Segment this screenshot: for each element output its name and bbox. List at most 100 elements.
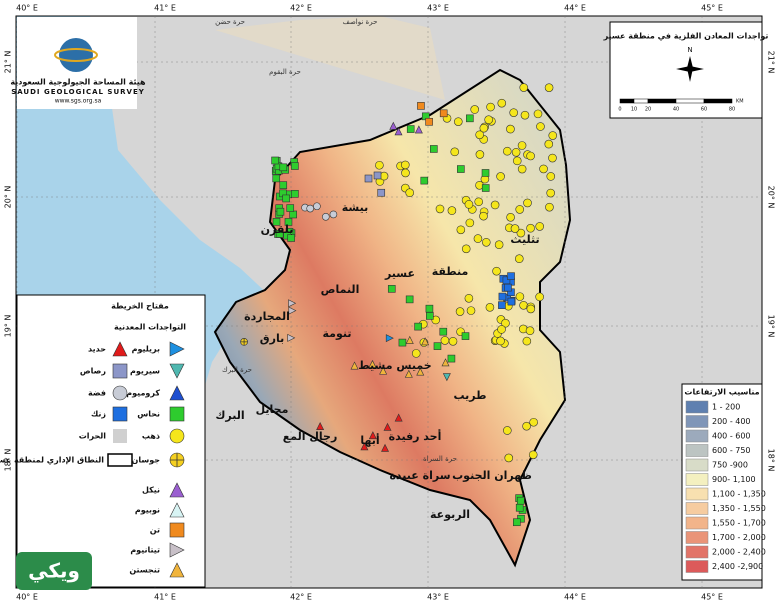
gold-symbol bbox=[375, 160, 384, 170]
legend-label: الحرات bbox=[79, 432, 107, 441]
gold-symbol bbox=[526, 304, 536, 314]
elevation-legend: مناسيب الارتفاعات 1 - 200 200 - 400 400 - … bbox=[681, 383, 766, 581]
elevation-title: مناسيب الارتفاعات bbox=[684, 388, 759, 397]
lon-label: 45° E bbox=[701, 593, 723, 602]
gold-symbol bbox=[519, 301, 528, 310]
gold-symbol bbox=[548, 131, 558, 140]
copper-symbol bbox=[272, 174, 281, 183]
gold-symbol bbox=[512, 156, 522, 166]
elevation-label: 1,700 - 2,000 bbox=[712, 533, 766, 542]
tungsten-symbol bbox=[350, 361, 359, 370]
lat-label: 20° N bbox=[4, 186, 13, 209]
iron-symbol bbox=[368, 431, 377, 440]
legend-label: ذهب bbox=[142, 432, 160, 441]
elevation-swatch bbox=[685, 400, 709, 414]
zinc-symbol bbox=[507, 297, 516, 306]
scale-segment bbox=[647, 98, 677, 104]
scale-label: 10 bbox=[631, 107, 637, 113]
place-label: أبها bbox=[360, 433, 379, 447]
copper-symbol bbox=[405, 295, 414, 304]
watermark-text: ويكي bbox=[28, 559, 80, 584]
zinc-symbol bbox=[498, 301, 506, 309]
place-label: محايل bbox=[256, 403, 289, 416]
tin-symbol bbox=[417, 102, 425, 110]
harra-label: حرة البقوم bbox=[269, 68, 301, 76]
lon-label: 45° E bbox=[701, 4, 723, 13]
copper-symbol bbox=[275, 230, 284, 238]
tungsten-symbol bbox=[169, 562, 185, 578]
place-label: منطقة bbox=[432, 265, 469, 278]
copper-symbol bbox=[414, 322, 422, 331]
gold-symbol bbox=[473, 234, 483, 243]
elevation-swatch bbox=[685, 444, 709, 457]
scale-unit: KM bbox=[736, 99, 744, 105]
lon-label: 44° E bbox=[564, 4, 586, 13]
harra-label: حرة نواصف bbox=[343, 18, 378, 26]
gold-symbol bbox=[509, 108, 518, 117]
elevation-label: 200 - 400 bbox=[712, 417, 751, 426]
copper-symbol bbox=[279, 163, 288, 172]
gold-symbol bbox=[484, 115, 493, 125]
title-box: تواجدات المعادن الفلزية في منطقة عسير N … bbox=[603, 21, 768, 119]
scale-label: 80 bbox=[729, 107, 735, 113]
copper-symbol bbox=[513, 518, 521, 527]
zinc-symbol bbox=[504, 283, 512, 292]
lon-label: 42° E bbox=[290, 593, 312, 602]
gold-symbol bbox=[520, 110, 530, 120]
legend-subtitle: التواجدات المعدنية bbox=[114, 323, 186, 332]
legend-label: نيكل bbox=[142, 486, 160, 495]
tin-symbol bbox=[169, 522, 185, 538]
copper-symbol bbox=[461, 332, 470, 340]
tungsten-symbol bbox=[416, 367, 425, 376]
scale-label: 40 bbox=[673, 107, 679, 113]
region-boundary bbox=[213, 68, 572, 568]
gold-symbol bbox=[506, 124, 515, 134]
copper-symbol bbox=[284, 218, 293, 226]
legend-label: تن bbox=[150, 526, 160, 535]
gold-symbol bbox=[486, 102, 495, 112]
gold-symbol bbox=[465, 218, 475, 228]
tungsten-symbol bbox=[421, 337, 430, 346]
harra-label: حرة حضن bbox=[215, 18, 245, 26]
tungsten-symbol bbox=[368, 359, 377, 368]
lon-label: 44° E bbox=[564, 593, 586, 602]
gold-symbol bbox=[536, 122, 545, 131]
nickel-symbol bbox=[389, 121, 398, 130]
gold-symbol bbox=[528, 450, 538, 460]
place-names: حرة حضن حرة نواصف حرة البقوم بيشة تثليث منطقة… bbox=[215, 18, 540, 521]
gold-symbol bbox=[522, 421, 531, 431]
lead-symbol bbox=[373, 171, 382, 180]
titanium-symbol bbox=[288, 306, 297, 315]
tungsten-symbol bbox=[379, 366, 388, 375]
iron-symbol bbox=[394, 413, 403, 422]
elevation-label: 1,550 - 1,700 bbox=[712, 519, 766, 528]
gold-symbol bbox=[529, 417, 538, 427]
zinc-symbol bbox=[498, 292, 507, 301]
place-label: أحد رفيدة bbox=[389, 429, 442, 443]
gold-symbol bbox=[511, 147, 521, 157]
place-label: بارق bbox=[260, 332, 284, 345]
lat-label: 21° N bbox=[767, 51, 776, 74]
gold-symbol bbox=[515, 205, 525, 214]
place-label: البرك bbox=[215, 409, 244, 422]
gold-symbol bbox=[506, 213, 515, 222]
elevation-swatch bbox=[685, 531, 709, 544]
lon-label: 40° E bbox=[16, 4, 38, 13]
gold-symbol bbox=[466, 306, 476, 315]
gold-symbol bbox=[539, 164, 548, 174]
elevation-label: 400 - 600 bbox=[712, 432, 751, 441]
logo-name-en: SAUDI GEOLOGICAL SURVEY bbox=[11, 88, 145, 96]
legend-label: سيريوم bbox=[130, 367, 160, 376]
copper-symbol bbox=[439, 327, 448, 336]
gold-symbol bbox=[504, 453, 514, 463]
elevation-swatch bbox=[685, 473, 709, 486]
gold-symbol bbox=[485, 303, 495, 312]
gold-symbol bbox=[400, 160, 410, 170]
gold-symbol bbox=[455, 307, 465, 316]
gold-symbol bbox=[514, 254, 524, 264]
copper-symbol bbox=[286, 204, 295, 212]
elevation-label: 600 - 750 bbox=[712, 446, 751, 455]
copper-symbol bbox=[426, 312, 434, 320]
scale-segment bbox=[619, 98, 635, 104]
elevation-label: 900- 1,100 bbox=[712, 475, 756, 484]
